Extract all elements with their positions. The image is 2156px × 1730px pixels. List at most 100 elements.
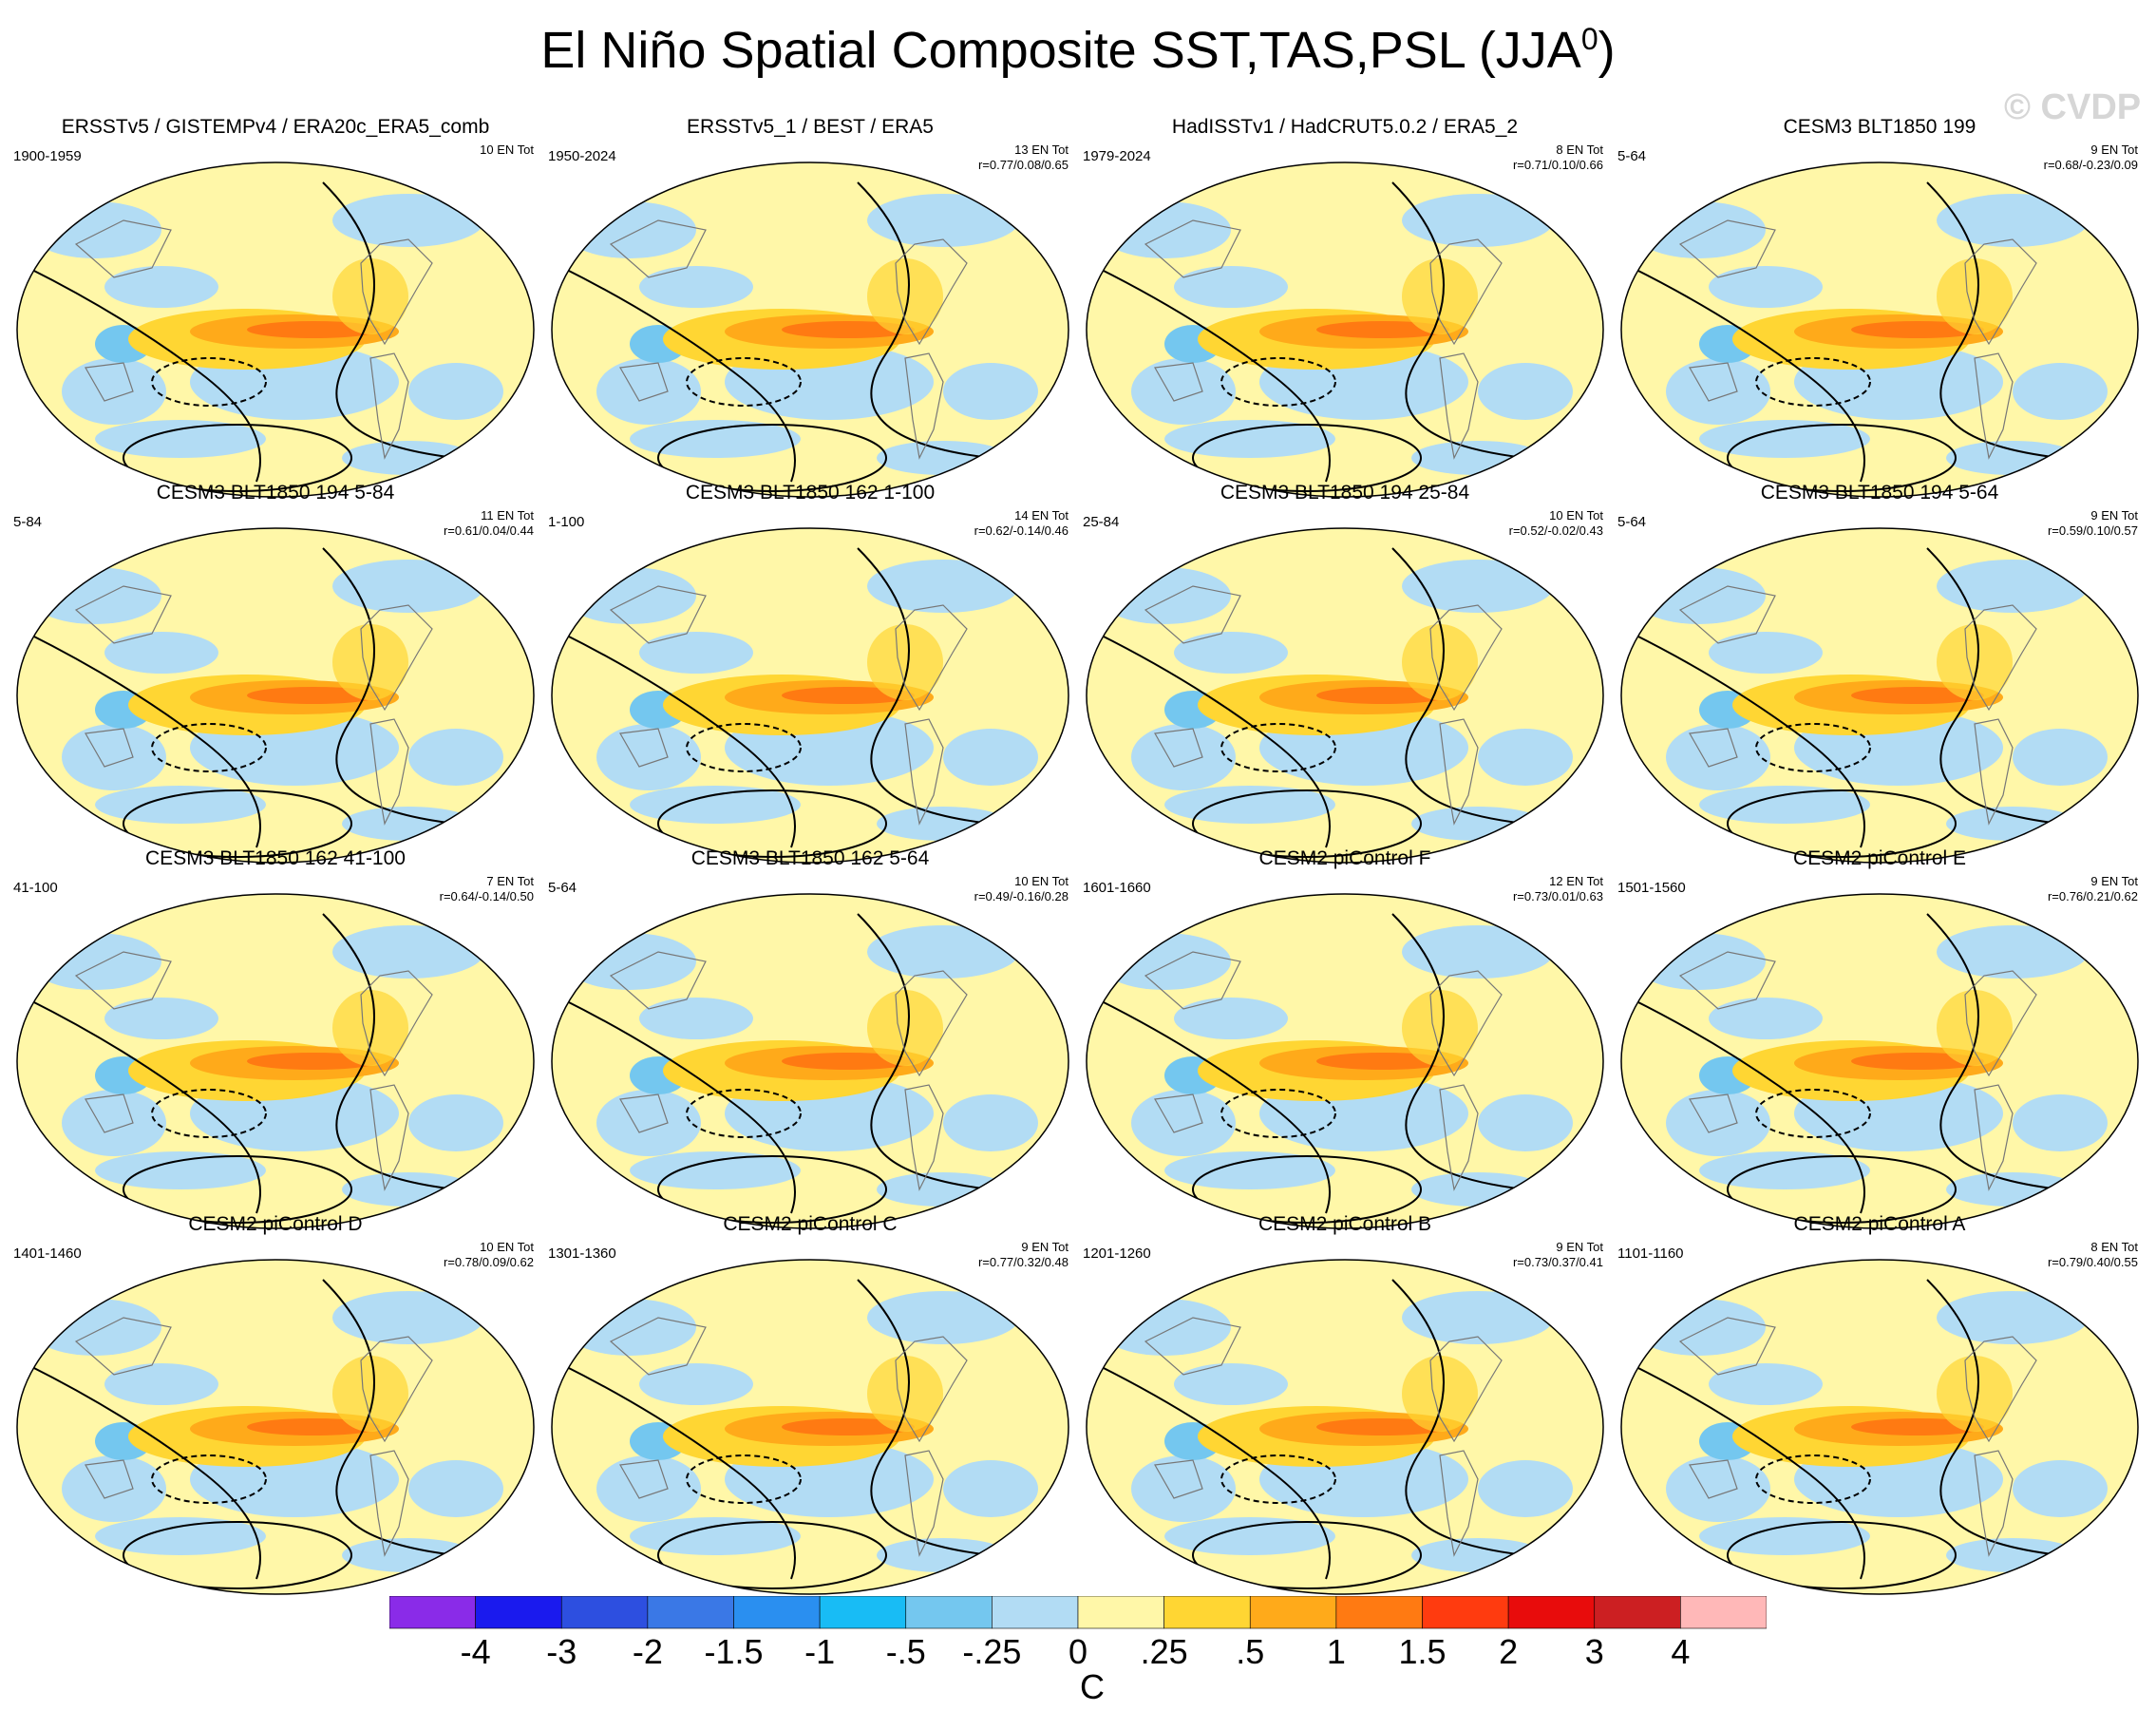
panel-title: ERSSTv5_1 / BEST / ERA5 [687, 116, 934, 138]
colorbar-tick-label: -.5 [885, 1632, 926, 1671]
anomaly-cool-patch [877, 1172, 1010, 1207]
anomaly-cool-patch [408, 1460, 503, 1517]
panel-en-total: 14 EN Tot [1014, 508, 1069, 523]
main-title-close: ) [1598, 22, 1616, 79]
colorbar-units: C [1080, 1667, 1105, 1706]
anomaly-cool-patch [1699, 420, 1870, 458]
panel-en-total: 12 EN Tot [1549, 874, 1603, 888]
anomaly-cool-patch [1709, 266, 1823, 308]
anomaly-cool-patch [630, 786, 801, 824]
anomaly-cool-patch [867, 925, 1019, 979]
robinson-map [1086, 1259, 1604, 1595]
colorbar-segment [1507, 1596, 1596, 1629]
anomaly-cool-patch [877, 441, 1010, 475]
coastline-asia [609, 585, 707, 644]
psl-positive-contour [123, 789, 352, 858]
coastline-asia [609, 1317, 707, 1376]
panel-pattern-correlation: r=0.79/0.40/0.55 [2047, 1255, 2138, 1269]
map-border [551, 1259, 1069, 1595]
anomaly-warm-patch [332, 990, 408, 1066]
map-border [16, 893, 535, 1229]
coastline-australia [619, 728, 669, 768]
coastline-asia [1144, 219, 1241, 278]
panel-pattern-correlation: r=0.61/0.04/0.44 [443, 523, 534, 538]
psl-positive-contour [657, 1521, 887, 1589]
anomaly-cool-patch [2013, 729, 2108, 786]
coastline-americas [1429, 238, 1503, 346]
panel-en-total: 9 EN Tot [2090, 874, 2138, 888]
anomaly-cool-patch [1478, 729, 1573, 786]
panel-period: 5-64 [548, 880, 577, 896]
map-panel: CESM3 BLT1850 162 5-64 5-64 10 EN Tot r=0.4… [544, 847, 1076, 1237]
anomaly-cool-patch [342, 1538, 475, 1572]
panel-pattern-correlation: r=0.73/0.37/0.41 [1512, 1255, 1603, 1269]
coastline-australia [1689, 1459, 1738, 1499]
anomaly-warm-patch [332, 1356, 408, 1432]
robinson-map [551, 1259, 1069, 1595]
colorbar-tick-label: -2 [632, 1632, 663, 1671]
colorbar-segment [992, 1596, 1079, 1629]
psl-positive-contour [1192, 1155, 1422, 1224]
anomaly-cool-patch [1946, 1172, 2079, 1207]
robinson-map [16, 893, 535, 1229]
anomaly-cool-patch [1666, 1090, 1770, 1156]
anomaly-cool-patch [1164, 1517, 1335, 1555]
panel-title: CESM3 BLT1850 162 5-64 [690, 847, 930, 869]
psl-zero-contour [28, 998, 261, 1214]
anomaly-cool-patch [867, 1291, 1019, 1344]
anomaly-cool-patch [1666, 1455, 1770, 1522]
anomaly-cool-patch [1937, 194, 2089, 247]
psl-zero-contour [1926, 913, 2061, 1190]
panel-pattern-correlation: r=0.59/0.10/0.57 [2047, 523, 2138, 538]
panel-en-total: 8 EN Tot [1556, 143, 1603, 157]
anomaly-cool-patch [630, 1517, 801, 1555]
panel-title: CESM3 BLT1850 194 5-84 [156, 482, 395, 504]
anomaly-warm-patch [1402, 624, 1478, 700]
coastline-australia [85, 1459, 134, 1499]
anomaly-cool-patch [1131, 1090, 1236, 1156]
coastline-americas [895, 238, 968, 346]
psl-zero-contour [1391, 547, 1526, 825]
coastline-asia [1144, 951, 1241, 1010]
anomaly-cool-patch [95, 1151, 266, 1189]
psl-zero-contour [1391, 181, 1526, 459]
psl-positive-contour [1727, 424, 1957, 492]
anomaly-cool-patch [332, 1291, 484, 1344]
panel-pattern-correlation: r=0.76/0.21/0.62 [2047, 889, 2138, 903]
panel-pattern-correlation: r=0.77/0.32/0.48 [977, 1255, 1069, 1269]
map-border [16, 1259, 535, 1595]
map-panel: CESM2 piControl B 1201-1260 9 EN Tot r=0.73… [1079, 1213, 1611, 1603]
coastline-asia [74, 585, 172, 644]
anomaly-cool-patch [1131, 724, 1236, 790]
psl-negative-contour [1220, 1454, 1336, 1504]
map-panel: HadISSTv1 / HadCRUT5.0.2 / ERA5_2 1979-20… [1079, 116, 1611, 505]
colorbar-tick-label: .25 [1140, 1632, 1188, 1671]
anomaly-cool-patch [1699, 786, 1870, 824]
panel-en-total: 8 EN Tot [2090, 1240, 2138, 1254]
panel-title: CESM2 piControl B [1258, 1213, 1432, 1235]
coastline-south-america [369, 1084, 409, 1191]
colorbar-tick-label: 1 [1326, 1632, 1346, 1671]
anomaly-warm-patch [332, 258, 408, 334]
psl-negative-contour [686, 357, 802, 407]
anomaly-cool-patch [1411, 441, 1544, 475]
map-border [551, 527, 1069, 864]
anomaly-cool-patch [1709, 1363, 1823, 1405]
psl-positive-contour [657, 1155, 887, 1224]
panel-title: CESM3 BLT1850 162 1-100 [685, 482, 936, 504]
coastline-asia [609, 951, 707, 1010]
coastline-americas [1964, 970, 2037, 1077]
coastline-australia [1154, 1459, 1203, 1499]
colorbar-segment [560, 1596, 649, 1629]
psl-negative-contour [1755, 723, 1871, 772]
anomaly-cool-patch [104, 998, 218, 1039]
panel-period: 41-100 [13, 880, 58, 896]
coastline-south-america [369, 718, 409, 826]
panel-title: CESM3 BLT1850 194 25-84 [1220, 482, 1470, 504]
panel-title: CESM2 piControl C [723, 1213, 898, 1235]
anomaly-cool-patch [408, 363, 503, 420]
anomaly-cool-patch [1402, 560, 1554, 613]
coastline-americas [1964, 238, 2037, 346]
anomaly-warm-patch [1402, 258, 1478, 334]
coastline-south-america [904, 1084, 944, 1191]
